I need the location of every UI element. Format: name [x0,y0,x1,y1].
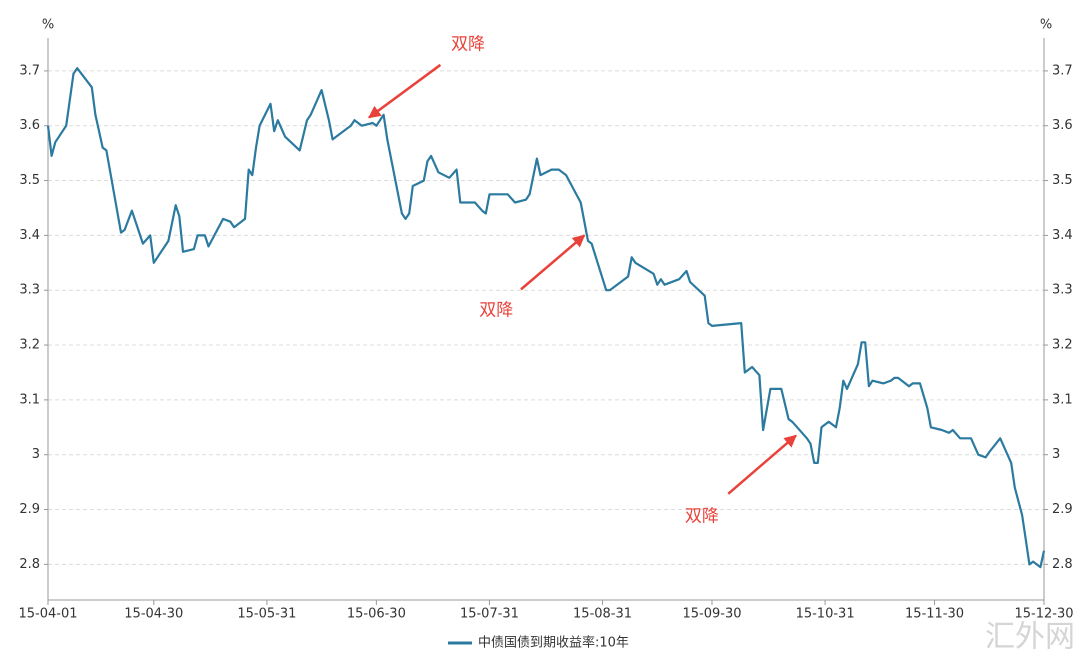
x-tick-label: 15-04-30 [124,607,183,622]
y2-tick-label: 3.7 [1052,63,1073,78]
y2-axis-unit: % [1040,18,1052,33]
annotation-text: 双降 [685,507,719,527]
x-tick-label: 15-04-01 [18,607,77,622]
y2-tick-label: 3.4 [1052,228,1073,243]
y-tick-label: 3.2 [19,338,40,353]
annotation-arrow [727,434,797,495]
y2-tick-label: 2.9 [1052,502,1073,517]
x-tick-label: 15-10-31 [796,607,855,622]
y2-tick-label: 3.5 [1052,173,1073,188]
y-tick-label: 3.3 [19,283,40,298]
watermark: 汇外网 [985,620,1075,655]
line-series [46,67,1046,569]
x-tick-label: 15-11-30 [905,607,964,622]
y-axis-unit: % [42,18,54,33]
annotation-text: 双降 [479,300,513,320]
y2-tick-label: 3.6 [1052,118,1073,133]
x-tick-label: 15-08-31 [573,607,632,622]
y-tick-label: 3.5 [19,173,40,188]
x-tick-label: 15-07-31 [460,607,519,622]
y-tick-label: 3.1 [19,392,40,407]
y2-tick-label: 3.3 [1052,283,1073,298]
annotation-text: 双降 [451,35,485,55]
y-tick-label: 3.7 [19,63,40,78]
y-tick-label: 3 [32,447,40,462]
y-tick-label: 3.6 [19,118,40,133]
y2-tick-label: 3 [1052,447,1060,462]
x-tick-label: 15-12-30 [1014,607,1073,622]
y2-tick-label: 2.8 [1052,557,1073,572]
y-tick-label: 2.8 [19,557,40,572]
y-tick-label: 2.9 [19,502,40,517]
x-tick-label: 15-05-31 [237,607,296,622]
x-tick-label: 15-06-30 [347,607,406,622]
y2-tick-label: 3.2 [1052,338,1073,353]
legend-label: 中债国债到期收益率:10年 [478,635,629,651]
annotation-arrow [520,234,586,291]
y2-tick-label: 3.1 [1052,392,1073,407]
annotation-arrow [368,63,442,119]
y-tick-label: 3.4 [19,228,40,243]
x-tick-label: 15-09-30 [682,607,741,622]
